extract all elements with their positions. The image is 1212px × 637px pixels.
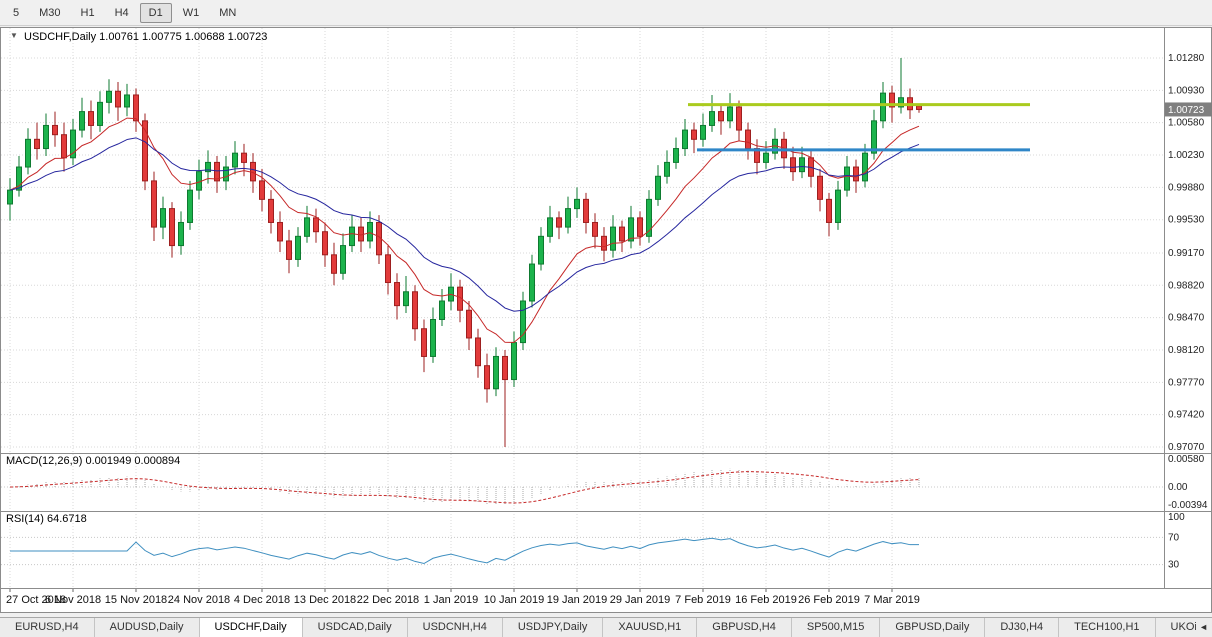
date-axis-label: 10 Jan 2019 [484, 594, 545, 606]
timeframe-toolbar: 5 M30 H1 H4 D1 W1 MN [0, 0, 1212, 26]
date-axis-label: 1 Jan 2019 [424, 594, 478, 606]
date-axis-label: 19 Jan 2019 [547, 594, 608, 606]
date-axis-label: 4 Dec 2018 [234, 594, 290, 606]
rsi-axis-label: 100 [1168, 512, 1185, 523]
chart-symbol-title: USDCHF,Daily 1.00761 1.00775 1.00688 1.0… [24, 31, 268, 43]
timeframe-button-h4[interactable]: H4 [106, 3, 138, 23]
chart-tab-xauusd-h1[interactable]: XAUUSD,H1 [603, 618, 698, 637]
date-axis-label: 7 Feb 2019 [675, 594, 731, 606]
price-axis-label: 0.99530 [1168, 215, 1205, 226]
chart-tab-dj30-h4[interactable]: DJ30,H4 [985, 618, 1060, 637]
tab-scroll-left-icon[interactable]: ◄ [1196, 622, 1211, 632]
price-axis-label: 0.97770 [1168, 377, 1205, 388]
price-axis-label: 0.98120 [1168, 345, 1205, 356]
price-axis-label: 0.99170 [1168, 248, 1205, 259]
timeframe-button-m30[interactable]: M30 [30, 3, 69, 23]
macd-indicator-title: MACD(12,26,9) 0.001949 0.000894 [6, 455, 181, 467]
timeframe-button-d1[interactable]: D1 [139, 2, 172, 23]
timeframe-button-mn[interactable]: MN [210, 3, 245, 23]
chart-collapse-icon[interactable]: ▼ [10, 31, 18, 40]
price-axis-label: 0.97070 [1168, 442, 1205, 453]
macd-axis-label: -0.00394 [1168, 500, 1208, 511]
date-axis-label: 15 Nov 2018 [105, 594, 167, 606]
chart-tab-gbpusd-h4[interactable]: GBPUSD,H4 [697, 618, 792, 637]
timeframe-button-5[interactable]: 5 [4, 3, 28, 23]
date-axis-label: 22 Dec 2018 [357, 594, 419, 606]
price-axis-label: 0.98470 [1168, 313, 1205, 324]
macd-axis-label: 0.00580 [1168, 454, 1205, 465]
chart-tab-bar: ◄ EURUSD,H4 AUDUSD,Daily USDCHF,Daily USDCA… [0, 617, 1212, 637]
date-axis-label: 16 Feb 2019 [735, 594, 797, 606]
date-axis-label: 7 Mar 2019 [864, 594, 920, 606]
chart-tab-usdcnh-h4[interactable]: USDCNH,H4 [407, 618, 503, 637]
date-axis-label: 6 Nov 2018 [45, 594, 101, 606]
date-axis-label: 13 Dec 2018 [294, 594, 356, 606]
price-axis-label: 0.98820 [1168, 280, 1205, 291]
rsi-axis-label: 70 [1168, 532, 1180, 543]
current-price-tag [1165, 102, 1212, 117]
timeframe-button-w1[interactable]: W1 [174, 3, 209, 23]
date-axis-label: 26 Feb 2019 [798, 594, 860, 606]
price-axis-label: 1.00930 [1168, 85, 1205, 96]
rsi-indicator-title: RSI(14) 64.6718 [6, 513, 87, 525]
chart-tab-usdchf-daily[interactable]: USDCHF,Daily [199, 618, 303, 637]
rsi-axis-label: 30 [1168, 560, 1180, 571]
chart-tab-eurusd-h4[interactable]: EURUSD,H4 [0, 618, 95, 637]
timeframe-button-h1[interactable]: H1 [72, 3, 104, 23]
macd-axis-label: 0.00 [1168, 482, 1188, 493]
price-axis-label: 1.00230 [1168, 150, 1205, 161]
chart-tab-usdjpy-daily[interactable]: USDJPY,Daily [502, 618, 604, 637]
chart-tab-usdcad-daily[interactable]: USDCAD,Daily [302, 618, 408, 637]
chart-window[interactable] [0, 27, 1212, 613]
current-price-label: 1.00723 [1168, 105, 1205, 116]
date-axis-label: 27 Oct 2018 [6, 594, 66, 606]
chart-tab-gbpusd-daily[interactable]: GBPUSD,Daily [880, 618, 986, 637]
price-axis-label: 1.00580 [1168, 118, 1205, 129]
chart-tab-audusd-daily[interactable]: AUDUSD,Daily [94, 618, 200, 637]
price-axis-label: 0.97420 [1168, 410, 1205, 421]
date-axis-label: 29 Jan 2019 [610, 594, 671, 606]
date-axis-label: 24 Nov 2018 [168, 594, 230, 606]
price-axis-label: 0.99880 [1168, 182, 1205, 193]
chart-tab-sp500-m15[interactable]: SP500,M15 [791, 618, 881, 637]
chart-tab-tech100-h1[interactable]: TECH100,H1 [1059, 618, 1156, 637]
price-axis-label: 1.01280 [1168, 53, 1205, 64]
